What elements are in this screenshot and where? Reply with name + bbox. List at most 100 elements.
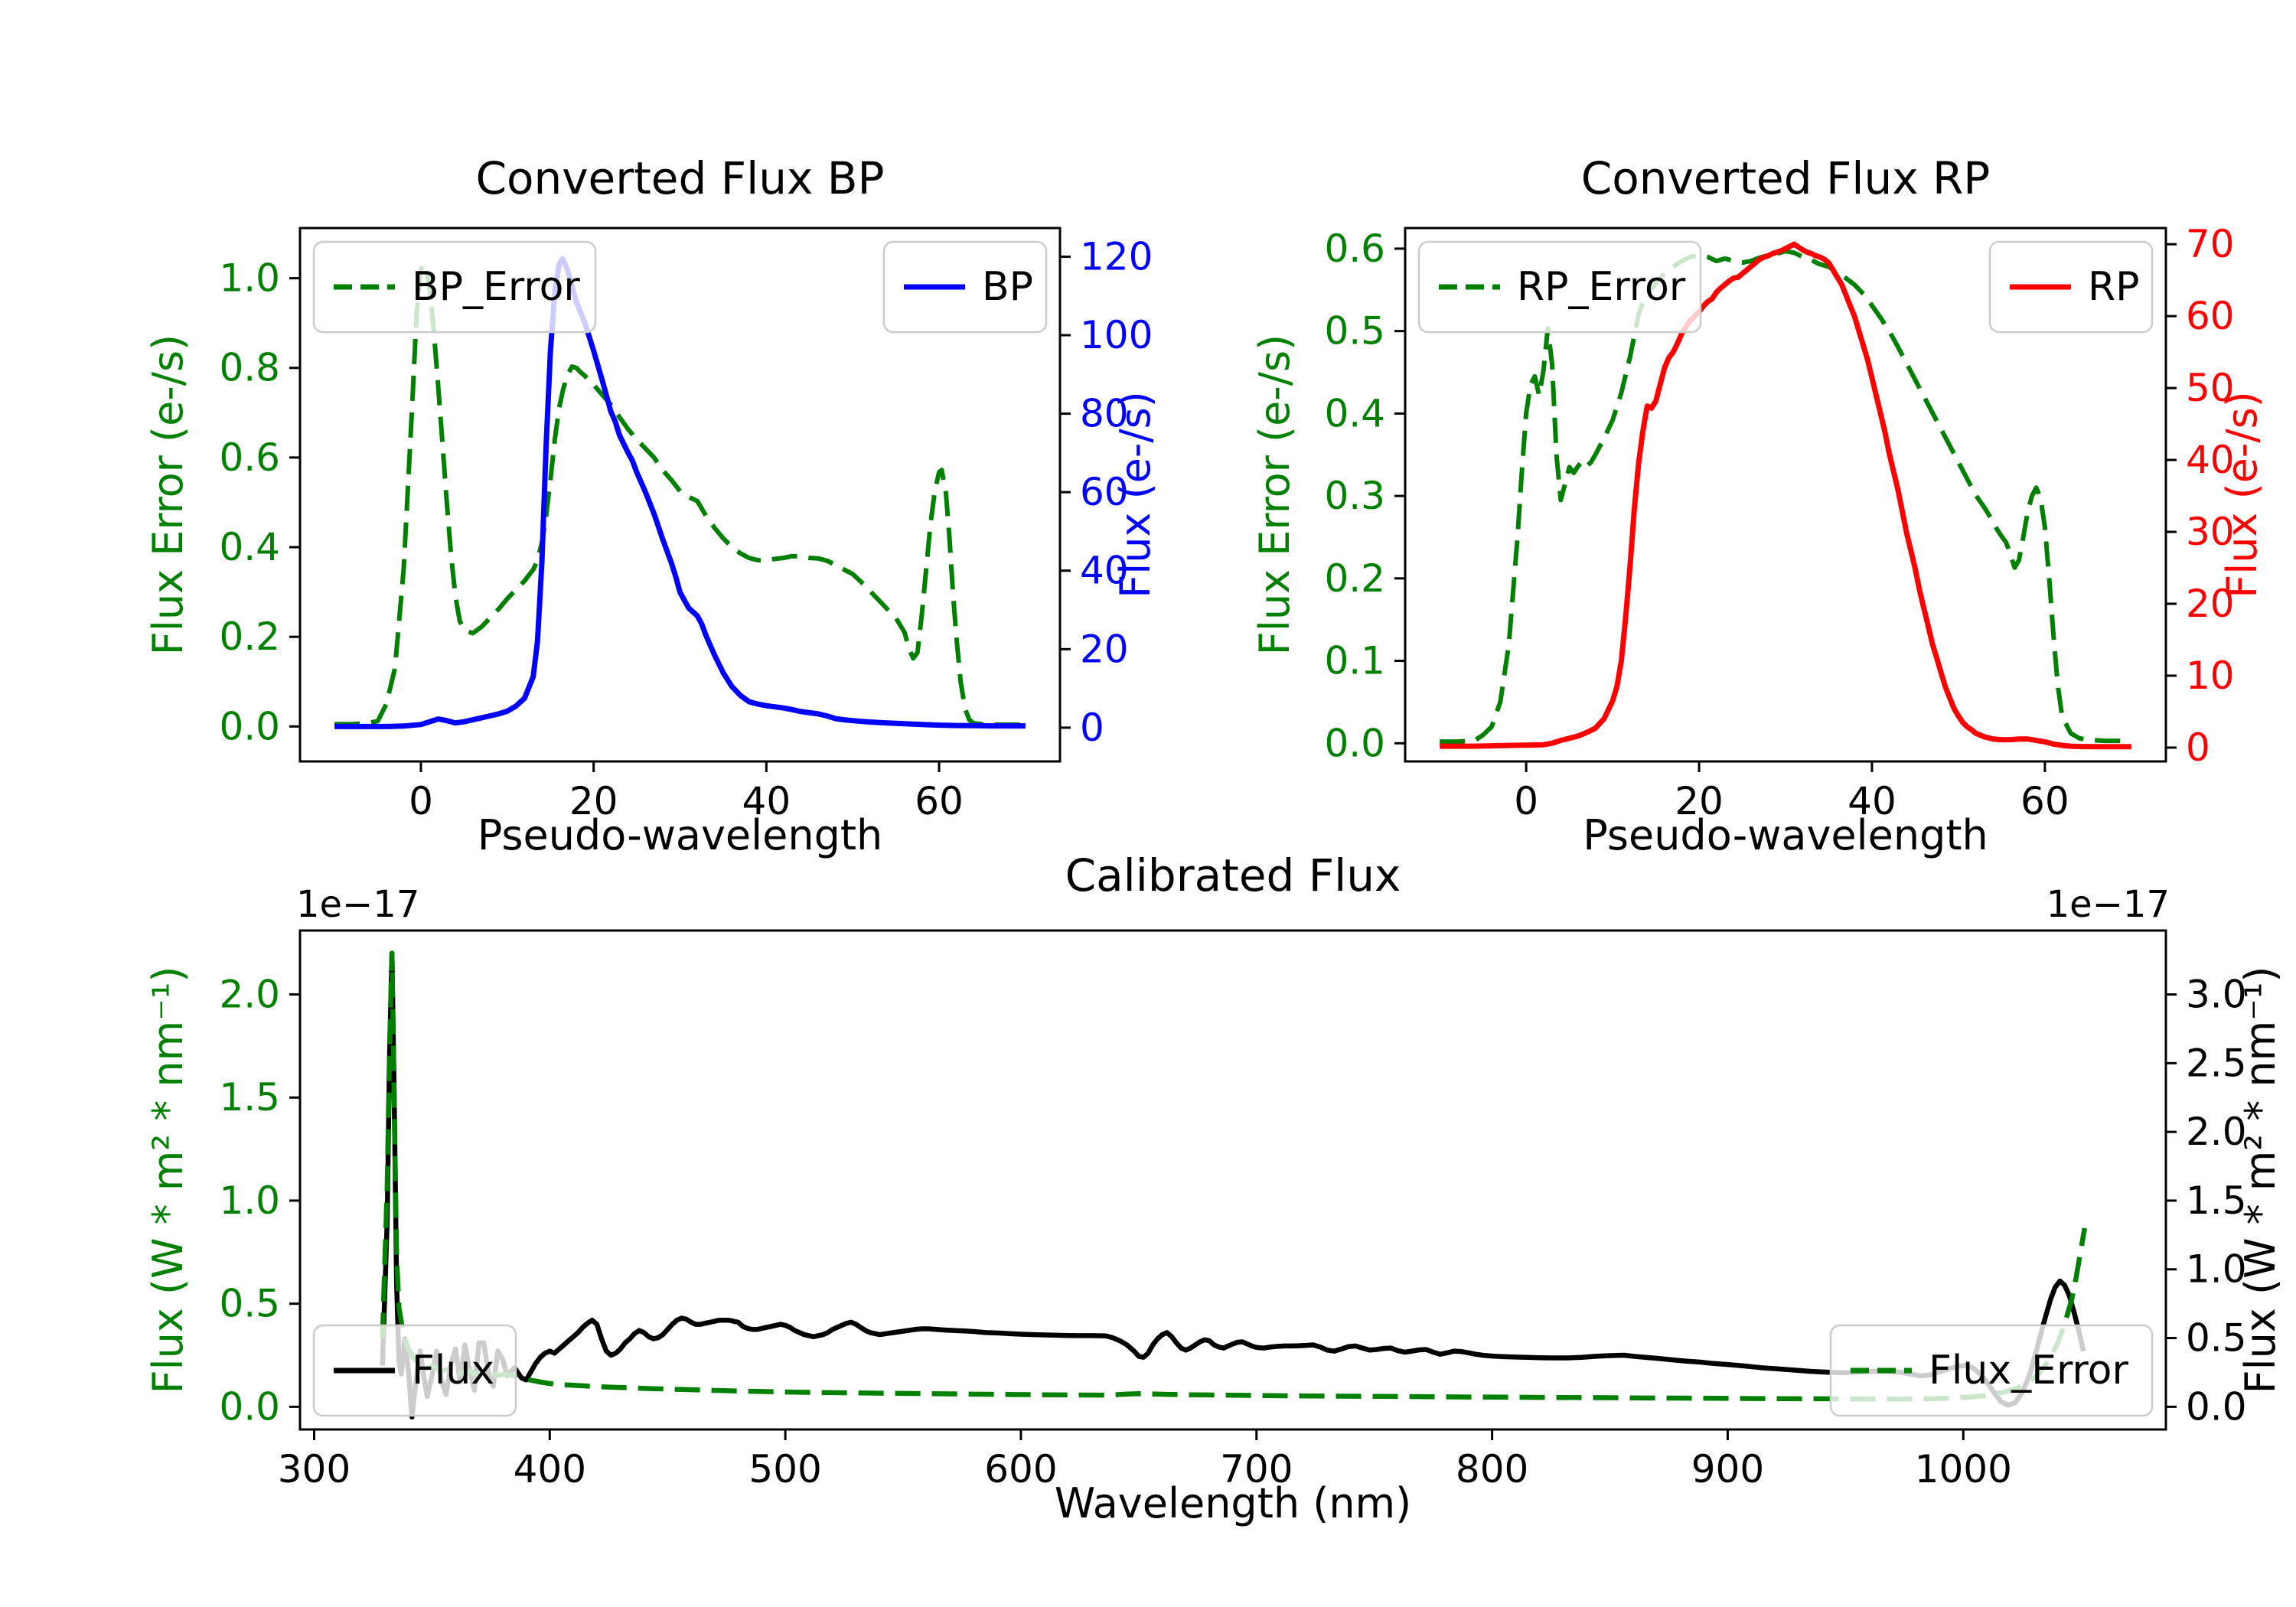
x-tick-label: 1000 [1915, 1447, 2012, 1491]
y-left-tick-label: 0.5 [219, 1282, 280, 1326]
x-tick-label: 500 [748, 1447, 821, 1491]
legend-label: Flux [412, 1348, 494, 1393]
x-tick-label: 20 [1675, 779, 1724, 823]
y-left-tick-label: 0.2 [1324, 556, 1385, 601]
legend-box [312, 1324, 517, 1417]
y-axis-right-label: Flux (e-/s) [2218, 391, 2266, 598]
y-axis-left-label: Flux Error (e-/s) [1251, 334, 1299, 655]
x-tick-label: 40 [742, 779, 791, 823]
legend-label: BP_Error [412, 264, 580, 310]
y-right-tick-label: 100 [1080, 313, 1153, 357]
chart-calibrated: 300 400 500 600 700 800 900 1000 0.0 0.5 1.0 1.5 2.0… [144, 849, 2285, 1527]
y-axis-left-label: Flux Error (e-/s) [144, 334, 192, 655]
y-left-tick-label: 0.0 [1324, 721, 1385, 765]
y-right-tick-label: 80 [1080, 392, 1129, 436]
chart-rp: 0 20 40 60 0.0 0.1 0.2 0.3 0.4 0.5 0.6 0 10 20 30 40 50 6… [1251, 152, 2266, 859]
legend-label: RP_Error [1517, 264, 1686, 310]
x-axis-label: Wavelength (nm) [1055, 1479, 1411, 1527]
y-axis-right-ticks: 0.0 0.5 1.0 1.5 2.0 2.5 3.0 [2166, 973, 2247, 1429]
y-right-tick-label: 20 [1080, 627, 1129, 671]
y-axis-left-ticks: 0.0 0.5 1.0 1.5 2.0 [219, 973, 300, 1429]
x-axis-ticks: 300 400 500 600 700 800 900 1000 [278, 1429, 2012, 1491]
axes-spines [1404, 227, 2167, 763]
series-BP [334, 256, 1026, 729]
y-right-tick-label: 2.5 [2186, 1041, 2247, 1085]
legend-BP_Error: BP_Error [312, 240, 597, 334]
y-right-tick-label: 1.0 [2186, 1247, 2247, 1292]
chart-title: Converted Flux BP [475, 152, 884, 204]
y-axis-right-ticks: 0 10 20 30 40 50 60 70 [2166, 222, 2235, 770]
y-right-tick-label: 0.0 [2186, 1384, 2247, 1429]
y-left-tick-label: 0.4 [1324, 391, 1385, 435]
axes-spines [298, 929, 2167, 1431]
y-axis-right-label: Flux (W * m² * nm⁻¹) [2236, 966, 2285, 1394]
x-axis-label: Pseudo-wavelength [478, 811, 883, 859]
y-right-offset-text: 1e−17 [2047, 883, 2170, 926]
y-right-tick-label: 50 [2186, 366, 2235, 410]
y-axis-right-ticks: 0 20 40 60 80 100 120 [1060, 234, 1153, 750]
y-right-tick-label: 10 [2186, 654, 2235, 698]
y-axis-left-label: Flux (W * m² * nm⁻¹) [144, 966, 192, 1394]
series-Flux [380, 950, 2086, 1420]
y-axis-right-label: Flux (e-/s) [1111, 391, 1159, 598]
y-right-tick-label: 70 [2186, 222, 2235, 266]
y-right-tick-label: 40 [1080, 549, 1129, 593]
y-left-tick-label: 0.1 [1324, 639, 1385, 683]
x-tick-label: 900 [1691, 1447, 1764, 1491]
legend-label: Flux_Error [1929, 1348, 2128, 1393]
legend-label: RP [2088, 264, 2140, 310]
y-left-tick-label: 0.0 [219, 1384, 280, 1429]
x-tick-label: 300 [278, 1447, 351, 1491]
x-axis-ticks: 0 20 40 60 [409, 761, 964, 823]
legend-box [1417, 240, 1702, 334]
y-right-tick-label: 40 [2186, 438, 2235, 482]
y-right-tick-label: 120 [1080, 234, 1153, 279]
y-left-tick-label: 1.5 [219, 1075, 280, 1120]
y-right-tick-label: 30 [2186, 510, 2235, 554]
x-tick-label: 60 [2020, 779, 2069, 823]
y-right-tick-label: 20 [2186, 582, 2235, 626]
y-left-tick-label: 0.0 [219, 704, 280, 748]
x-tick-label: 40 [1848, 779, 1896, 823]
y-right-tick-label: 0 [1080, 706, 1104, 750]
series-BP_Error [334, 260, 1026, 727]
x-tick-label: 700 [1220, 1447, 1293, 1491]
y-left-offset-text: 1e−17 [296, 883, 419, 926]
series-RP [1440, 241, 2131, 750]
y-right-tick-label: 2.0 [2186, 1110, 2247, 1154]
chart-bp: 0 20 40 60 0.0 0.2 0.4 0.6 0.8 1.0 0 20 40 60 80 100 120… [144, 152, 1159, 859]
y-left-tick-label: 0.8 [219, 346, 280, 390]
legend-RP: RP [1988, 240, 2154, 334]
series-RP_Error [1440, 249, 2131, 745]
x-axis-ticks: 0 20 40 60 [1514, 761, 2069, 823]
y-right-tick-label: 0.5 [2186, 1316, 2247, 1361]
x-tick-label: 400 [514, 1447, 586, 1491]
y-right-tick-label: 60 [1080, 470, 1129, 514]
axes-spines [298, 227, 1062, 763]
y-right-tick-label: 3.0 [2186, 973, 2247, 1017]
x-tick-label: 600 [984, 1447, 1057, 1491]
legend-Flux: Flux [312, 1324, 517, 1417]
y-right-tick-label: 60 [2186, 294, 2235, 338]
legend-box [1829, 1324, 2154, 1417]
y-right-tick-label: 0 [2186, 725, 2210, 770]
y-left-tick-label: 2.0 [219, 973, 280, 1017]
y-right-tick-label: 1.5 [2186, 1178, 2247, 1223]
y-left-tick-label: 1.0 [219, 1178, 280, 1223]
y-left-tick-label: 1.0 [219, 256, 280, 301]
x-tick-label: 0 [1514, 779, 1538, 823]
x-axis-label: Pseudo-wavelength [1583, 811, 1988, 859]
y-left-tick-label: 0.6 [1324, 227, 1385, 271]
chart-title: Converted Flux RP [1581, 152, 1991, 204]
y-left-tick-label: 0.3 [1324, 474, 1385, 518]
y-axis-left-ticks: 0.0 0.1 0.2 0.3 0.4 0.5 0.6 [1324, 227, 1405, 765]
x-tick-label: 20 [569, 779, 618, 823]
chart-title: Calibrated Flux [1065, 849, 1401, 901]
y-left-tick-label: 0.6 [219, 435, 280, 480]
legend-BP: BP [882, 240, 1048, 334]
y-left-tick-label: 0.4 [219, 525, 280, 569]
x-tick-label: 60 [915, 779, 964, 823]
y-left-tick-label: 0.5 [1324, 309, 1385, 354]
